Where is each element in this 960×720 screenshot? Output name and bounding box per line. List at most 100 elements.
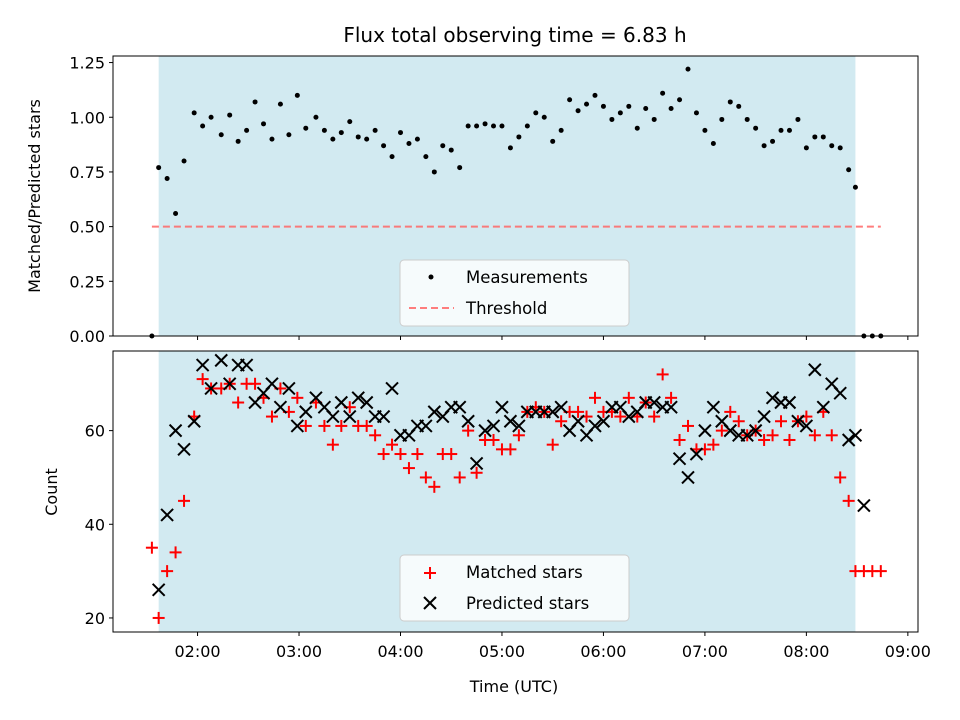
data-point: [369, 429, 382, 442]
counts-x-ticks: 02:00 03:00 04:00 05:00 06:00 07:00 08:00 09:00: [175, 632, 931, 661]
data-point: [487, 433, 500, 446]
counts-legend: Matched stars Predicted stars: [399, 554, 630, 622]
x-tick-label: 06:00: [580, 642, 626, 661]
data-point: [825, 429, 838, 442]
data-point: [816, 400, 831, 414]
counts-plot-area: [145, 351, 887, 632]
data-point: [462, 424, 475, 437]
data-point: [761, 143, 767, 149]
data-point: [504, 443, 517, 456]
data-point: [499, 123, 505, 129]
data-point: [571, 414, 585, 428]
counts-y-axis-label: Count: [42, 468, 61, 516]
data-point: [512, 419, 526, 433]
data-point: [474, 123, 480, 129]
data-point: [707, 438, 720, 451]
data-point: [156, 165, 162, 171]
data-point: [364, 136, 370, 142]
data-point: [808, 363, 822, 377]
ratio-panel: 0.00 0.25 0.50 0.75 1.00 1.25 Flux total obse…: [25, 23, 919, 346]
data-point: [465, 123, 471, 129]
data-point: [765, 391, 780, 405]
data-point: [286, 132, 292, 138]
data-point: [419, 471, 432, 484]
data-point: [478, 423, 492, 438]
x-tick-label: 03:00: [276, 642, 322, 661]
data-point: [833, 386, 847, 400]
ratio-legend-box: [399, 259, 630, 327]
data-point: [672, 452, 687, 466]
data-point: [461, 414, 475, 428]
data-point: [427, 405, 442, 419]
data-point: [265, 377, 279, 391]
data-point: [799, 419, 814, 433]
data-point: [689, 447, 704, 461]
data-point: [239, 358, 254, 372]
data-point: [334, 395, 349, 410]
data-point: [554, 400, 568, 414]
data-point: [452, 400, 467, 414]
data-point: [372, 127, 378, 133]
data-point: [351, 391, 365, 405]
data-point: [330, 136, 336, 142]
data-point: [277, 101, 283, 107]
data-point: [783, 433, 796, 446]
ratio-x-ticks: [197, 336, 909, 340]
y-tick-label: 0.00: [69, 327, 105, 346]
data-point: [177, 442, 191, 457]
data-point: [512, 429, 525, 442]
data-point: [507, 145, 513, 151]
data-point: [748, 423, 763, 438]
x-tick-label: 07:00: [682, 642, 728, 661]
data-point: [842, 494, 855, 507]
data-point: [584, 101, 590, 107]
data-point: [820, 134, 826, 140]
data-point: [419, 419, 433, 433]
data-point: [732, 415, 745, 428]
data-point: [440, 143, 446, 149]
ratio-y-ticks: 0.00 0.25 0.50 0.75 1.00 1.25: [69, 54, 113, 346]
data-point: [656, 368, 669, 381]
data-point: [265, 410, 278, 423]
data-point: [736, 103, 742, 109]
data-point: [214, 353, 228, 368]
data-point: [381, 143, 387, 149]
data-point: [782, 395, 797, 410]
data-point: [541, 114, 547, 120]
ratio-plot-area: [149, 56, 884, 339]
data-point: [555, 415, 568, 428]
data-point: [338, 130, 344, 136]
data-point: [273, 400, 288, 414]
legend-label-threshold: Threshold: [465, 299, 547, 318]
data-point: [282, 381, 296, 396]
data-point: [575, 108, 581, 114]
data-point: [252, 99, 258, 105]
data-point: [411, 448, 424, 461]
ratio-legend: Measurements Threshold: [399, 259, 630, 327]
data-point: [673, 433, 686, 446]
data-point: [622, 409, 636, 424]
data-point: [414, 136, 420, 142]
data-point: [626, 103, 632, 109]
data-point: [558, 127, 564, 133]
legend-marker-matched-stars: [424, 567, 436, 579]
data-point: [715, 424, 728, 437]
data-point: [698, 423, 712, 438]
data-point: [848, 428, 863, 443]
x-tick-label: 08:00: [783, 642, 829, 661]
data-point: [740, 428, 754, 443]
data-point: [665, 391, 678, 404]
data-point: [208, 114, 214, 120]
data-point: [567, 97, 573, 103]
data-point: [313, 114, 319, 120]
data-point: [874, 565, 887, 578]
data-point: [786, 127, 792, 133]
y-tick-label: 20: [85, 609, 105, 628]
data-point: [261, 121, 267, 127]
data-point: [377, 448, 390, 461]
counts-panel: 20 40 60 02:00 03:00 04:00 05:00 06:00 07:00 08:…: [42, 350, 931, 696]
data-point: [834, 471, 847, 484]
data-point: [857, 498, 871, 513]
y-tick-label: 0.50: [69, 218, 105, 237]
y-tick-label: 1.00: [69, 108, 105, 127]
